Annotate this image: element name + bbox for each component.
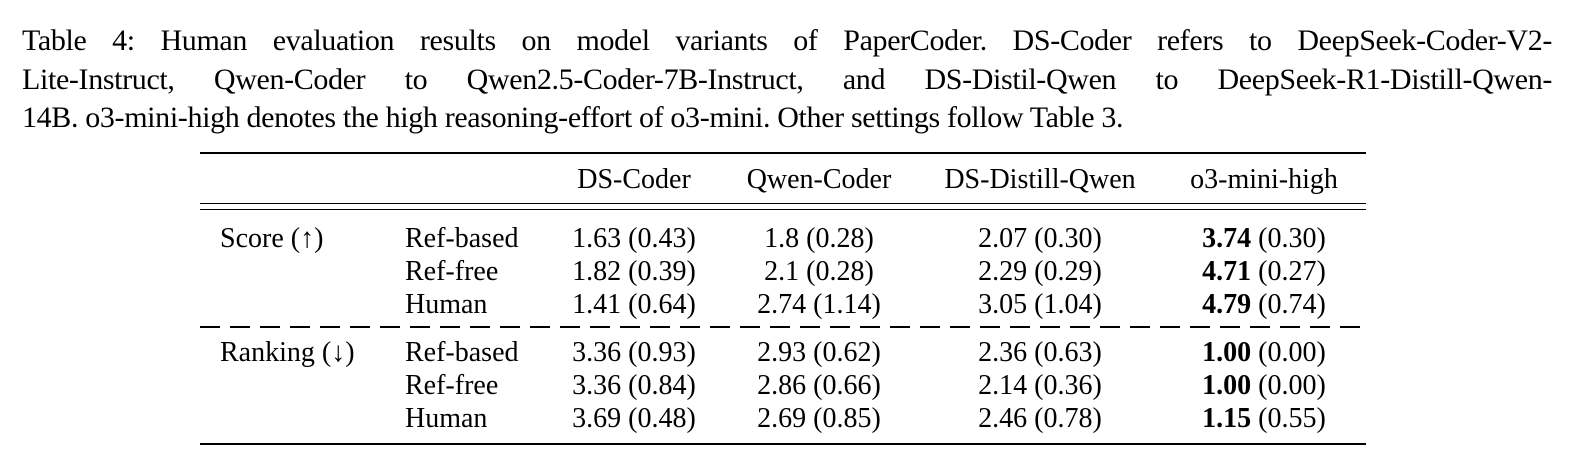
best-value: 4.79: [1202, 289, 1252, 320]
header-double-rule-lower: [200, 209, 1366, 210]
best-value: 3.74: [1202, 223, 1252, 254]
cell-ranking-human-qwen-coder: 2.69 (0.85): [757, 403, 881, 434]
best-value: 4.71: [1202, 256, 1252, 287]
table-bottom-rule: [200, 443, 1366, 445]
cell-score-ref-free-qwen-coder: 2.1 (0.28): [764, 256, 874, 287]
cell-ranking-ref-based-qwen-coder: 2.93 (0.62): [757, 337, 881, 368]
std-value: (0.00): [1251, 370, 1326, 401]
cell-score-human-ds-coder: 1.41 (0.64): [572, 289, 696, 320]
caption-line-3: 14B. o3-mini-high denotes the high reaso…: [22, 101, 1124, 134]
cell-score-human-ds-distill-qwen: 3.05 (1.04): [978, 289, 1102, 320]
row-label-ref-free: Ref-free: [405, 370, 499, 401]
cell-score-ref-based-ds-distill-qwen: 2.07 (0.30): [978, 223, 1102, 254]
caption-line-2: Lite-Instruct, Qwen-Coder to Qwen2.5-Cod…: [22, 62, 1552, 96]
group-label-ranking: Ranking (↓): [220, 337, 355, 368]
cell-ranking-ref-free-o3-mini-high: 1.00 (0.00): [1202, 370, 1326, 402]
row-label-human: Human: [405, 403, 488, 434]
cell-ranking-ref-based-o3-mini-high: 1.00 (0.00): [1202, 337, 1326, 369]
row-label-ref-free: Ref-free: [405, 256, 499, 287]
column-header-ds-coder: DS-Coder: [577, 164, 691, 195]
cell-score-human-o3-mini-high: 4.79 (0.74): [1202, 289, 1326, 321]
group-dashed-separator: [200, 326, 1366, 328]
best-value: 1.00: [1202, 370, 1252, 401]
cell-score-ref-free-ds-coder: 1.82 (0.39): [572, 256, 696, 287]
std-value: (0.00): [1251, 337, 1326, 368]
row-label-ref-based: Ref-based: [405, 223, 519, 254]
cell-ranking-ref-free-ds-coder: 3.36 (0.84): [572, 370, 696, 401]
cell-ranking-ref-based-ds-distill-qwen: 2.36 (0.63): [978, 337, 1102, 368]
caption-line-1: Table 4: Human evaluation results on mod…: [22, 24, 1552, 57]
header-double-rule-upper: [200, 203, 1366, 204]
cell-ranking-ref-based-ds-coder: 3.36 (0.93): [572, 337, 696, 368]
best-value: 1.15: [1202, 403, 1252, 434]
cell-ranking-human-ds-coder: 3.69 (0.48): [572, 403, 696, 434]
row-label-human: Human: [405, 289, 488, 320]
std-value: (0.55): [1251, 403, 1326, 434]
cell-score-ref-based-o3-mini-high: 3.74 (0.30): [1202, 223, 1326, 255]
results-table: DS-Coder Qwen-Coder DS-Distill-Qwen o3-m…: [200, 152, 1366, 448]
cell-score-human-qwen-coder: 2.74 (1.14): [757, 289, 881, 320]
cell-ranking-ref-free-qwen-coder: 2.86 (0.66): [757, 370, 881, 401]
cell-ranking-ref-free-ds-distill-qwen: 2.14 (0.36): [978, 370, 1102, 401]
std-value: (0.27): [1251, 256, 1326, 287]
cell-score-ref-free-ds-distill-qwen: 2.29 (0.29): [978, 256, 1102, 287]
cell-score-ref-based-qwen-coder: 1.8 (0.28): [764, 223, 874, 254]
best-value: 1.00: [1202, 337, 1252, 368]
table-caption: Table 4: Human evaluation results on mod…: [22, 22, 1552, 138]
column-header-ds-distill-qwen: DS-Distill-Qwen: [944, 164, 1136, 195]
group-label-score: Score (↑): [220, 223, 324, 254]
column-header-qwen-coder: Qwen-Coder: [746, 164, 892, 195]
row-label-ref-based: Ref-based: [405, 337, 519, 368]
column-header-o3-mini-high: o3-mini-high: [1190, 164, 1338, 195]
std-value: (0.74): [1251, 289, 1326, 320]
cell-ranking-human-o3-mini-high: 1.15 (0.55): [1202, 403, 1326, 435]
cell-ranking-human-ds-distill-qwen: 2.46 (0.78): [978, 403, 1102, 434]
table-top-rule: [200, 152, 1366, 154]
cell-score-ref-based-ds-coder: 1.63 (0.43): [572, 223, 696, 254]
std-value: (0.30): [1251, 223, 1326, 254]
cell-score-ref-free-o3-mini-high: 4.71 (0.27): [1202, 256, 1326, 288]
